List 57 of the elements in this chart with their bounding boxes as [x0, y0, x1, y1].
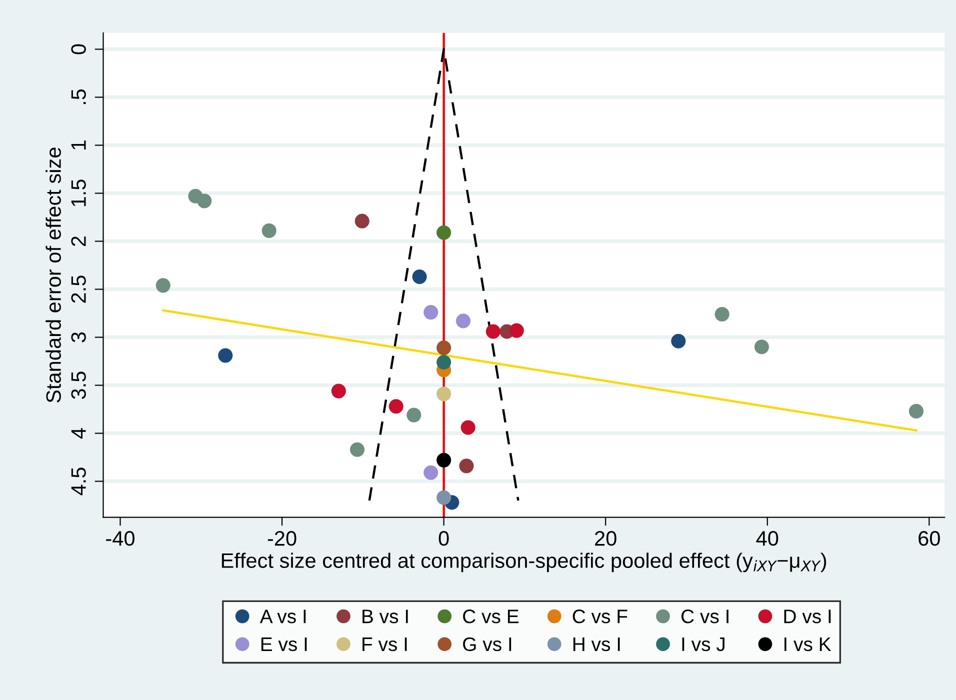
- point: [350, 442, 365, 457]
- y-tick-label: 2.5: [71, 276, 86, 303]
- point: [156, 278, 170, 293]
- y-tick-label: 4: [71, 428, 86, 439]
- legend-label: D vs I: [784, 610, 831, 624]
- point: [436, 354, 452, 370]
- point: [436, 452, 452, 468]
- point: [388, 399, 404, 414]
- point: [412, 269, 427, 284]
- point: [436, 225, 452, 240]
- point: [424, 465, 438, 480]
- legend-label: B vs I: [362, 610, 408, 624]
- point: [460, 420, 476, 435]
- y-tick-label: 2: [71, 236, 86, 246]
- y-axis-title: Standard error of effect size: [46, 148, 61, 402]
- point: [459, 458, 474, 474]
- point: [436, 490, 452, 505]
- point: [436, 340, 452, 356]
- legend-label: C vs F: [572, 610, 628, 624]
- y-tick-label: 3: [71, 332, 86, 342]
- point: [714, 306, 730, 322]
- point: [908, 404, 924, 418]
- x-axis-title: Effect size centred at comparison-specific pooled effect (y$_{iXY}$−μ$_{XY}$): [222, 552, 826, 572]
- point: [354, 214, 370, 228]
- point: [436, 386, 452, 402]
- y-tick-label: 1.5: [71, 180, 86, 206]
- legend-label: I vs J: [682, 638, 724, 652]
- point: [218, 348, 233, 363]
- point: [486, 324, 500, 339]
- x-tick-label: -40: [106, 531, 134, 546]
- legend-label: H vs I: [573, 638, 620, 652]
- legend-label: G vs I: [463, 637, 512, 652]
- point: [509, 323, 524, 338]
- y-tick-label: 3.5: [71, 372, 86, 399]
- point: [197, 194, 212, 208]
- point: [262, 223, 276, 238]
- y-tick-label: 1: [71, 140, 86, 150]
- legend-label: F vs I: [362, 638, 407, 652]
- point: [331, 384, 346, 398]
- legend-label: A vs I: [260, 610, 306, 624]
- y-tick-label: 0: [71, 44, 86, 54]
- x-tick-label: 60: [918, 531, 940, 546]
- point: [456, 314, 471, 328]
- x-tick-label: 40: [756, 531, 778, 546]
- x-tick-label: -20: [268, 531, 296, 546]
- legend-label: E vs I: [261, 638, 307, 652]
- legend-label: C vs I: [682, 610, 728, 624]
- x-tick-label: 0: [438, 531, 449, 546]
- x-tick-label: 20: [595, 531, 616, 546]
- point: [406, 408, 422, 422]
- legend-label: I vs K: [784, 638, 832, 652]
- y-tick-label: .5: [71, 89, 86, 104]
- legend-label: C vs E: [463, 610, 519, 624]
- point: [424, 305, 438, 320]
- y-tick-label: 4.5: [71, 468, 86, 496]
- point: [754, 340, 769, 354]
- point: [671, 334, 686, 348]
